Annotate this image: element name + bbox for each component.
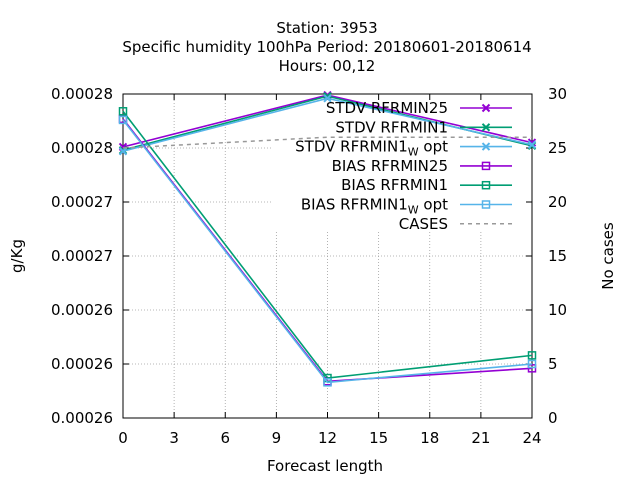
data-point (527, 364, 537, 373)
legend-label: STDV RFRMIN1 (335, 118, 448, 136)
legend-marker (481, 180, 491, 190)
legend-marker (481, 142, 491, 151)
legend-label: BIAS RFRMIN1W opt (301, 196, 448, 217)
series (118, 94, 537, 156)
chart-title-line: Specific humidity 100hPa Period: 2018060… (122, 38, 531, 56)
legend-marker (481, 200, 491, 209)
data-point (118, 147, 128, 156)
x-tick-label: 9 (272, 429, 282, 447)
series-line (122, 110, 533, 379)
data-point (323, 94, 332, 103)
y2-tick-label: 15 (548, 247, 567, 265)
x-tick-label: 21 (471, 429, 490, 447)
legend-label: BIAS RFRMIN25 (332, 157, 448, 175)
legend-label: STDV RFRMIN25 (326, 99, 448, 117)
y2-tick-label: 5 (548, 355, 558, 373)
y-tick-label: 0.00026 (51, 355, 113, 373)
chart-title-line: Hours: 00,12 (279, 57, 376, 75)
data-point (323, 378, 332, 387)
y2-tick-label: 0 (548, 409, 558, 427)
y-tick-label: 0.00028 (51, 139, 113, 157)
y-tick-label: 0.00027 (51, 247, 113, 265)
x-axis: 0 3 6 9 12 15 18 21 24 (118, 94, 542, 447)
y-tick-label: 0.00027 (51, 193, 113, 211)
x-tick-label: 12 (318, 429, 337, 447)
series (118, 115, 537, 387)
data-point (527, 359, 537, 369)
legend-marker (481, 161, 491, 171)
y-tick-label: 0.00026 (51, 301, 113, 319)
x-tick-label: 3 (169, 429, 179, 447)
series-line (122, 119, 533, 384)
y2-axis: 0 5 10 15 20 25 30 (526, 85, 567, 427)
y-tick-label: 0.00026 (51, 409, 113, 427)
y2-tick-label: 30 (548, 85, 567, 103)
legend-marker (481, 103, 491, 113)
y-axis: 0.00026 0.00026 0.00026 0.00027 0.00027 0.000… (51, 85, 129, 427)
data-point (118, 107, 128, 116)
legend-label: BIAS RFRMIN1 (341, 176, 448, 194)
y2-tick-label: 20 (548, 193, 567, 211)
y-axis-label: g/Kg (8, 239, 26, 273)
x-tick-label: 18 (420, 429, 439, 447)
data-point (527, 351, 537, 360)
legend-label: CASES (399, 215, 448, 233)
x-tick-label: 24 (522, 429, 541, 447)
x-tick-label: 6 (220, 429, 230, 447)
x-tick-label: 0 (118, 429, 128, 447)
data-point (118, 115, 128, 125)
x-tick-label: 15 (369, 429, 388, 447)
y-tick-label: 0.00028 (51, 85, 113, 103)
legend-marker (481, 123, 491, 132)
y2-tick-label: 10 (548, 301, 567, 319)
legend-label: STDV RFRMIN1W opt (295, 138, 448, 159)
x-axis-label: Forecast length (267, 457, 383, 475)
grid (123, 94, 532, 418)
y2-tick-label: 25 (548, 139, 567, 157)
data-point (527, 140, 537, 149)
y2-axis-label: No cases (599, 222, 617, 290)
chart-title-line: Station: 3953 (276, 19, 377, 37)
